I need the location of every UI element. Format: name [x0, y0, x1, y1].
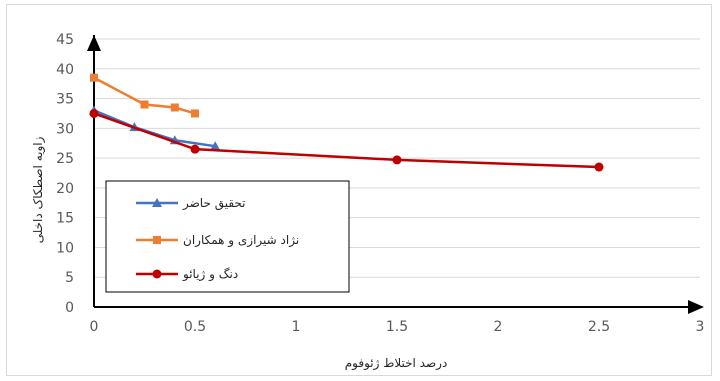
data-series [89, 73, 604, 172]
x-tick-label: 2.5 [588, 319, 610, 335]
series-line [93, 112, 600, 169]
y-tick-label: 45 [56, 32, 74, 48]
series-line [93, 76, 196, 115]
data-point [90, 73, 98, 82]
legend-item: دنگ و ژیائو [136, 267, 238, 282]
y-tick-label: 15 [56, 211, 74, 227]
y-tick-label: 20 [56, 181, 74, 197]
x-tick-label: 3 [696, 319, 705, 335]
x-tick-label: 0 [90, 319, 99, 335]
y-axis-title: زاویه اصطکاک داخلی [31, 136, 46, 243]
y-axis-arrow-icon [87, 35, 101, 51]
x-tick-label: 0.5 [184, 319, 206, 335]
legend-item: تحقیق حاضر [136, 196, 245, 211]
legend-label: نژاد شیرازی و همکاران [183, 233, 299, 248]
y-tick-label: 0 [65, 300, 74, 316]
x-axis-arrow-icon [688, 300, 704, 314]
y-tick-label: 40 [56, 62, 74, 78]
data-point [170, 103, 179, 112]
data-point [392, 155, 402, 165]
series-2 [90, 73, 199, 118]
legend: تحقیق حاضر نژاد شیرازی و همکاران دنگ و ژیا… [105, 180, 350, 293]
legend-marker [153, 236, 161, 244]
legend-label: دنگ و ژیائو [182, 267, 238, 282]
x-tick-label: 2 [494, 319, 503, 335]
data-point [210, 141, 221, 151]
y-tick-label: 5 [65, 270, 74, 286]
y-tick-label: 25 [56, 151, 74, 167]
data-point [594, 162, 604, 172]
legend-marker [152, 269, 162, 279]
y-tick-label: 30 [56, 121, 74, 137]
legend-label: تحقیق حاضر [182, 196, 245, 211]
x-tick-label: 1 [292, 319, 301, 335]
y-tick-label: 35 [56, 92, 74, 108]
legend-marker [152, 198, 162, 207]
data-point [140, 100, 149, 109]
x-tick-label: 1.5 [386, 319, 408, 335]
y-tick-label: 10 [56, 240, 74, 256]
data-point [191, 109, 199, 118]
series-3 [89, 108, 604, 172]
data-point [89, 108, 99, 118]
legend-item: نژاد شیرازی و همکاران [136, 233, 299, 248]
x-axis-title: درصد اختلاط ژئوفوم [345, 356, 448, 371]
x-tick-labels: 0 0.5 1 1.5 2 2.5 3 [90, 319, 705, 335]
data-point [190, 144, 200, 154]
y-tick-labels: 0 5 10 15 20 25 30 35 40 45 [56, 32, 74, 316]
